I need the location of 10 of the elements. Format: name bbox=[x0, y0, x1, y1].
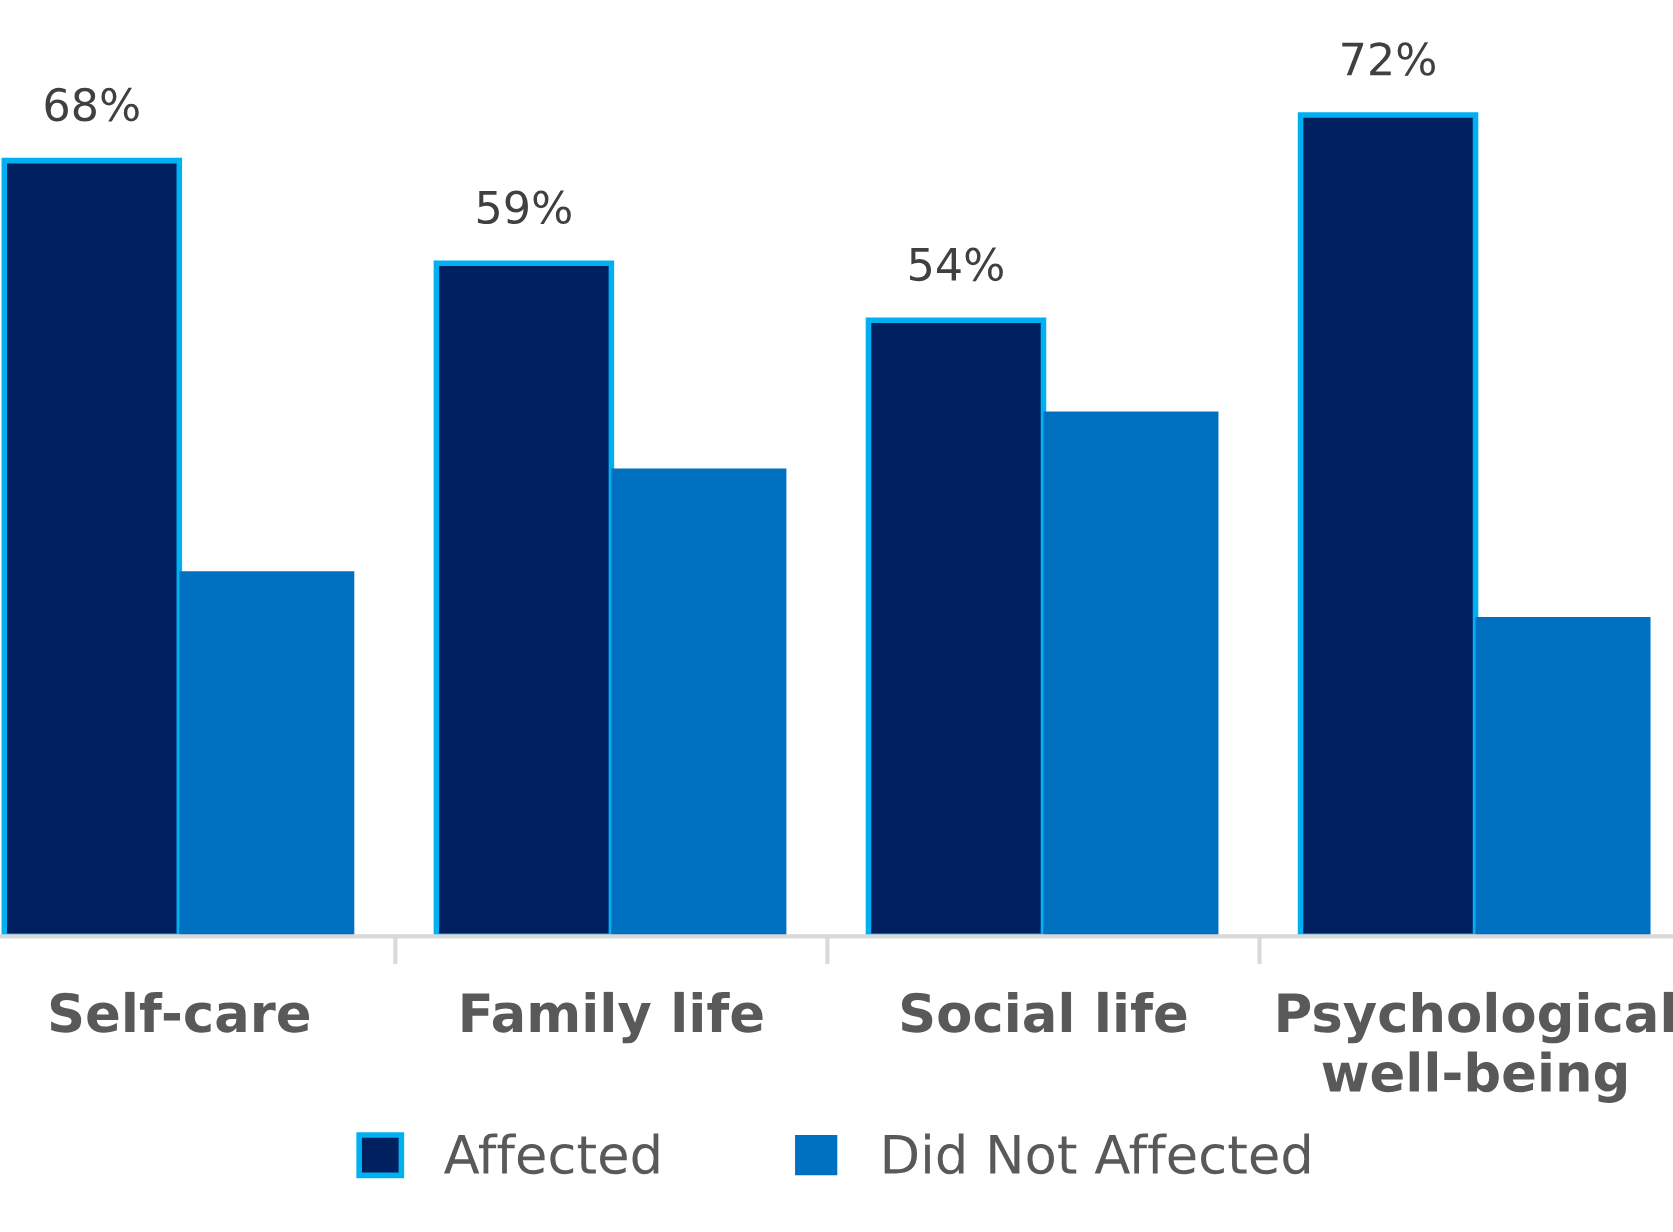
legend-label: Did Not Affected bbox=[884, 1133, 1310, 1175]
data-label: 72% bbox=[1342, 42, 1435, 76]
x-tick-label: Social life bbox=[901, 991, 1187, 1033]
data-label: 54% bbox=[910, 247, 1003, 282]
x-tick-label: Psychological well-being bbox=[1278, 991, 1673, 1103]
legend-label: Affected bbox=[444, 1133, 659, 1175]
x-tick-label: Self-care bbox=[50, 991, 310, 1033]
data-label: 68% bbox=[45, 87, 139, 122]
data-label: 59% bbox=[477, 190, 571, 225]
x-tick-label: Family life bbox=[462, 991, 763, 1044]
